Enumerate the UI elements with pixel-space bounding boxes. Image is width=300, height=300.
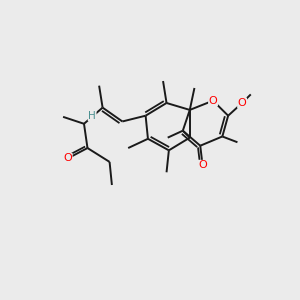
Text: O: O [238,98,247,108]
Text: O: O [63,153,72,164]
Text: O: O [209,96,218,106]
Text: O: O [198,160,207,170]
Text: H: H [88,111,96,121]
